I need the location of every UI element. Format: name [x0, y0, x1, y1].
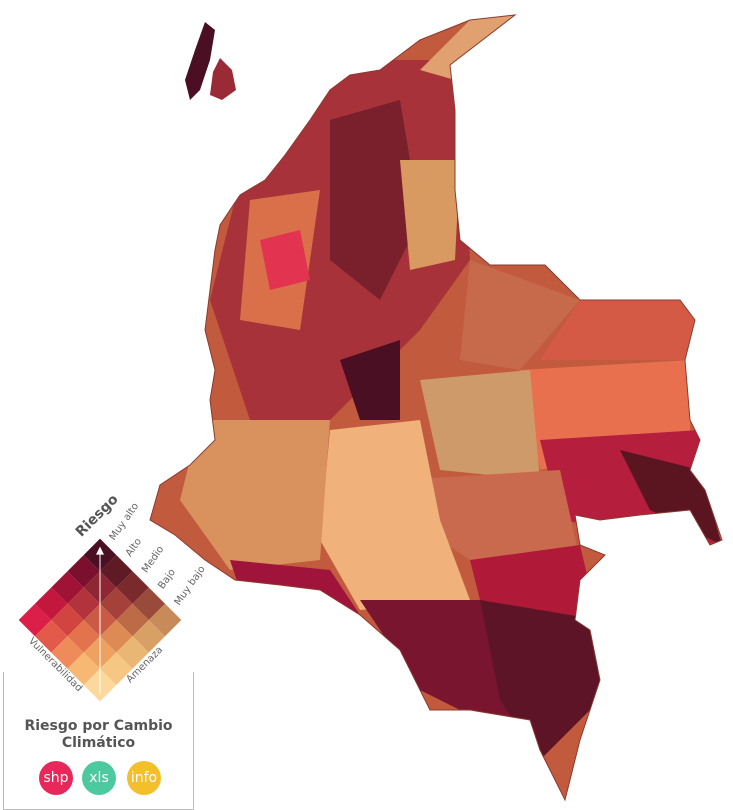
panel-title: Riesgo por Cambio Climático [24, 718, 173, 751]
island [210, 58, 236, 100]
departments [150, 15, 722, 800]
level-label: Muy bajo [173, 564, 208, 608]
arrow-head [96, 546, 104, 555]
legend-cell [51, 636, 84, 669]
level-label: Medio [140, 544, 166, 575]
legend-cell [18, 603, 52, 637]
xls-button[interactable]: xls [82, 761, 116, 795]
level-label: Alto [124, 536, 144, 558]
level-label: Bajo [156, 567, 178, 591]
legend-cell [51, 571, 84, 604]
shp-button[interactable]: shp [39, 761, 73, 795]
legend-cell [116, 636, 149, 669]
info-button[interactable]: info [127, 761, 161, 795]
island [185, 22, 215, 100]
legend-cell [51, 603, 84, 637]
legend-cell [116, 571, 149, 604]
legend-cell [116, 603, 149, 637]
panel: Riesgo por Cambio Climático shp xls info [3, 672, 194, 810]
legend-grid [18, 538, 182, 702]
legend-cell [148, 603, 182, 637]
